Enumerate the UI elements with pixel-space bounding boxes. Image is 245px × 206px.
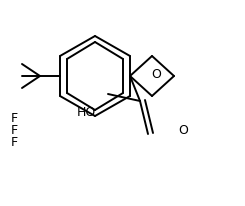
Text: F: F [11, 124, 18, 137]
Text: F: F [11, 136, 18, 149]
Text: O: O [178, 124, 188, 137]
Text: O: O [151, 68, 161, 81]
Text: HO: HO [77, 105, 96, 118]
Text: F: F [11, 111, 18, 124]
